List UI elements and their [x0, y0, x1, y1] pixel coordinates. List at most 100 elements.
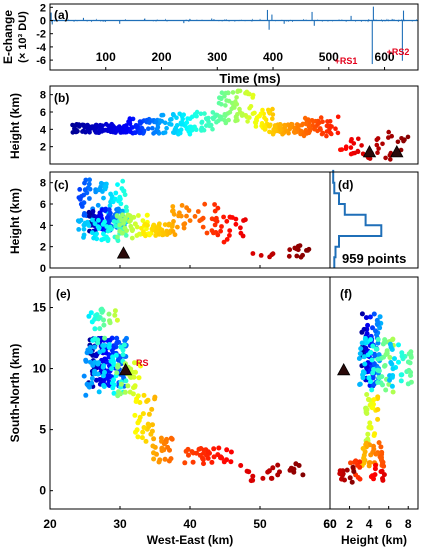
x-tick-label-e-2: 40 [183, 517, 197, 531]
source-point-e-7-13 [266, 468, 272, 474]
source-point-e-6-29 [221, 459, 227, 465]
source-point-e-1-46 [91, 371, 97, 377]
source-point-e-6-22 [186, 452, 191, 458]
source-point-b-6-50 [277, 124, 283, 129]
source-point-f-1-14 [361, 354, 367, 360]
source-point-b-4-53 [247, 115, 252, 120]
source-point-f-1-1 [357, 351, 363, 357]
source-point-e-7-5 [260, 475, 266, 481]
tick-layer: 100 200 300 400 500 60020-2-4-624680246805101… [33, 2, 412, 531]
source-point-e-1-52 [84, 381, 90, 387]
source-point-c-0-62 [77, 187, 83, 192]
source-point-b-1-54 [133, 124, 139, 129]
source-point-e-1-5 [111, 390, 117, 396]
source-point-b-7-50 [327, 119, 333, 124]
source-point-e-1-27 [110, 385, 116, 391]
source-point-b-7-51 [301, 133, 307, 139]
source-point-f-6-1 [349, 479, 355, 485]
source-point-c-5-14 [171, 219, 176, 224]
source-point-c-0-15 [122, 192, 128, 198]
source-point-c-7-15 [297, 243, 303, 249]
source-point-b-9-3 [383, 155, 388, 161]
source-point-c-2-12 [109, 226, 114, 232]
source-point-e-0-75 [97, 377, 103, 382]
source-point-b-8-9 [348, 138, 354, 144]
source-point-c-0-64 [82, 180, 87, 186]
source-point-e-2-20 [112, 312, 118, 318]
source-point-e-1-13 [101, 384, 107, 389]
source-point-c-6-17 [227, 214, 233, 220]
source-point-f-0-0 [359, 311, 365, 317]
source-point-e-2-3 [106, 311, 112, 317]
source-point-b-9-19 [375, 136, 381, 141]
source-point-e-5-17 [161, 441, 167, 447]
x-tick-label-a-3: 400 [263, 50, 283, 64]
source-point-e-2-14 [98, 307, 104, 313]
source-point-f-2-17 [392, 356, 397, 362]
source-point-f-1-44 [362, 361, 368, 367]
source-point-c-0-28 [123, 204, 129, 210]
source-point-e-1-47 [113, 352, 119, 358]
source-point-b-8-19 [367, 156, 373, 161]
source-point-b-6-54 [272, 124, 278, 129]
source-point-b-7-54 [335, 114, 341, 120]
source-point-e-5-16 [158, 435, 164, 441]
source-point-b-6-45 [284, 128, 289, 134]
source-point-f-6-3 [350, 464, 356, 470]
return-stroke-marker-b-1 [390, 145, 404, 158]
source-point-f-3-31 [375, 407, 381, 412]
y-tick-label-c-3: 6 [40, 199, 46, 211]
source-point-c-0-53 [108, 191, 113, 197]
source-point-b-0-80 [93, 122, 99, 128]
source-point-c-3-8 [136, 213, 141, 218]
source-point-f-0-18 [373, 328, 378, 334]
source-point-f-1-46 [368, 350, 374, 355]
source-point-b-2-40 [187, 124, 193, 130]
source-point-c-4-15 [143, 222, 148, 227]
source-point-f-4-32 [367, 460, 373, 466]
source-point-c-2-8 [105, 238, 111, 244]
source-point-e-6-27 [205, 449, 211, 455]
source-point-b-3-18 [199, 125, 205, 131]
source-point-c-3-44 [144, 212, 150, 218]
y-tick-label-a-2: -2 [36, 29, 46, 41]
source-point-e-4-13 [134, 427, 140, 433]
source-point-b-7-23 [318, 127, 323, 132]
source-point-b-1-25 [127, 121, 133, 126]
source-point-c-4-37 [160, 230, 166, 236]
source-point-f-0-80 [361, 326, 367, 332]
source-point-b-1-43 [155, 125, 161, 130]
source-point-c-6-15 [224, 218, 230, 224]
source-point-c-6-13 [227, 233, 232, 238]
source-point-f-3-13 [364, 392, 370, 397]
source-point-b-6-49 [270, 131, 276, 137]
source-point-c-2-29 [104, 224, 110, 229]
source-point-f-0-87 [376, 352, 382, 358]
source-point-f-5-12 [372, 466, 378, 472]
x-tick-label-e-60: 60 [323, 517, 337, 531]
source-point-c-5-16 [170, 204, 176, 209]
source-point-e-1-29 [83, 357, 89, 363]
source-point-f-0-31 [375, 340, 381, 346]
source-point-f-1-59 [360, 375, 366, 381]
source-point-c-2-39 [82, 220, 88, 226]
source-point-b-5-33 [253, 120, 259, 126]
source-point-e-5-15 [168, 435, 174, 441]
source-point-b-7-45 [329, 131, 334, 137]
source-point-b-0-83 [115, 128, 120, 133]
source-point-b-4-54 [248, 104, 254, 109]
source-point-b-1-47 [153, 119, 159, 125]
source-point-b-4-13 [219, 90, 225, 95]
source-point-e-1-6 [120, 352, 126, 358]
source-point-e-7-11 [246, 469, 252, 475]
source-point-f-4-6 [378, 444, 384, 450]
source-point-f-4-39 [380, 459, 386, 465]
source-point-c-0-39 [115, 182, 120, 188]
source-point-c-0-65 [119, 186, 125, 191]
source-point-b-4-47 [250, 92, 256, 98]
source-point-e-5-13 [151, 456, 157, 462]
source-point-c-0-69 [98, 180, 104, 186]
y-tick-label-b-3: 8 [40, 90, 46, 102]
source-point-c-6-11 [240, 233, 246, 239]
source-point-f-2-32 [396, 342, 401, 348]
